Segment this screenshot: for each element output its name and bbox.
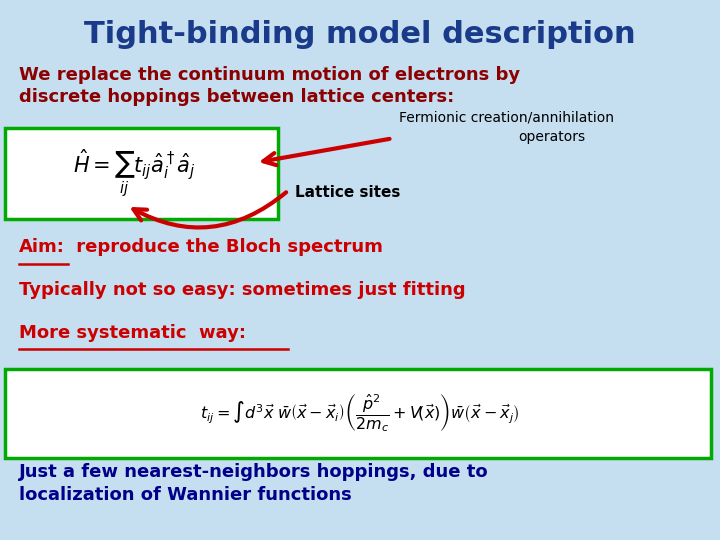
Text: operators: operators [518, 130, 585, 144]
Text: reproduce the Bloch spectrum: reproduce the Bloch spectrum [70, 238, 382, 256]
Text: $t_{ij} = \int d^3\vec{x}\; \bar{w}\left(\vec{x}-\vec{x}_i\right) \left(\dfrac{\: $t_{ij} = \int d^3\vec{x}\; \bar{w}\left… [200, 393, 520, 434]
Text: Just a few nearest-neighbors hoppings, due to
localization of Wannier functions: Just a few nearest-neighbors hoppings, d… [19, 463, 489, 504]
Text: More systematic  way:: More systematic way: [19, 323, 246, 342]
Text: We replace the continuum motion of electrons by
discrete hoppings between lattic: We replace the continuum motion of elect… [19, 66, 521, 106]
Text: $\hat{H} = \sum_{ij} t_{ij} \hat{a}_i^\dagger \hat{a}_j$: $\hat{H} = \sum_{ij} t_{ij} \hat{a}_i^\d… [73, 147, 196, 199]
FancyBboxPatch shape [5, 369, 711, 458]
Text: Fermionic creation/annihilation: Fermionic creation/annihilation [400, 111, 614, 125]
Text: Tight-binding model description: Tight-binding model description [84, 20, 636, 49]
FancyBboxPatch shape [5, 127, 277, 219]
Text: Typically not so easy: sometimes just fitting: Typically not so easy: sometimes just fi… [19, 281, 466, 299]
Text: Lattice sites: Lattice sites [295, 185, 401, 200]
Text: Aim:: Aim: [19, 238, 66, 256]
